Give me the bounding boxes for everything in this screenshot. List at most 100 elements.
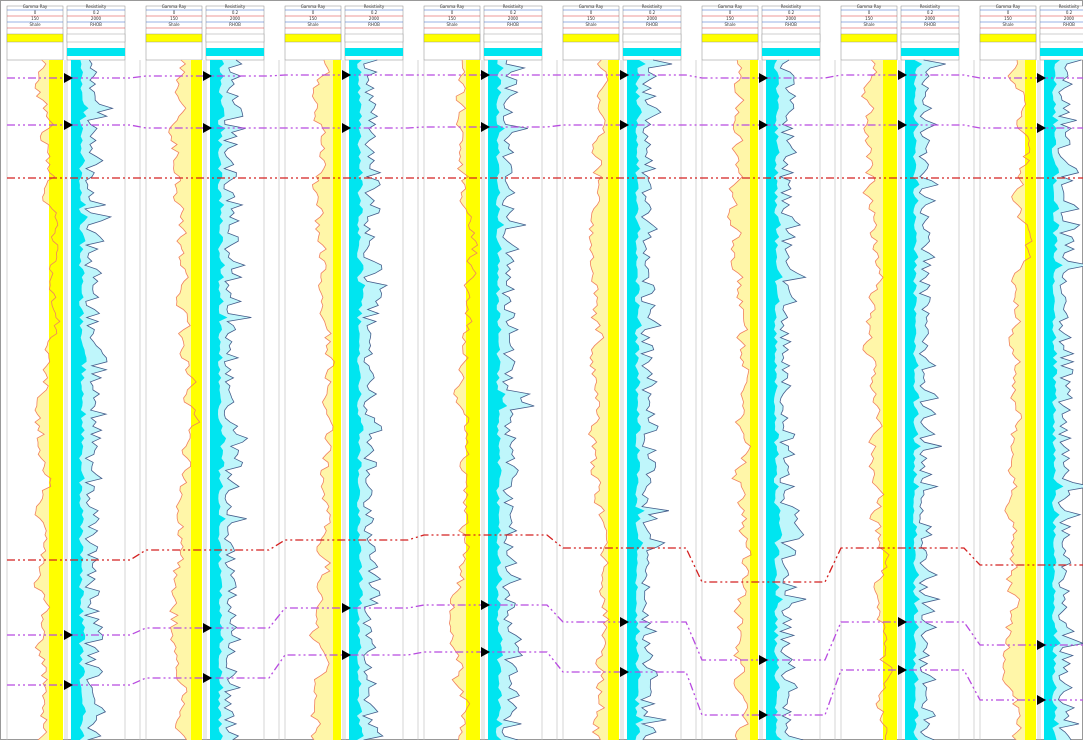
horizon-marker bbox=[203, 673, 212, 683]
horizon-marker bbox=[1037, 695, 1046, 705]
header-label: 0 bbox=[34, 10, 37, 15]
header-label: RHOB bbox=[507, 22, 519, 27]
header-swatch bbox=[145, 33, 203, 43]
header-label: 0 bbox=[173, 10, 176, 15]
header-swatch bbox=[623, 48, 681, 56]
header-label: 150 bbox=[865, 16, 873, 21]
horizon-marker bbox=[481, 122, 490, 132]
header-label: 0.2 bbox=[649, 10, 656, 15]
horizon-marker bbox=[620, 70, 629, 80]
res-fill-light bbox=[488, 60, 535, 740]
horizon-marker bbox=[203, 123, 212, 133]
res-fill bbox=[766, 60, 783, 740]
horizon-marker bbox=[481, 600, 490, 610]
header-label: Gamma Ray bbox=[440, 4, 465, 9]
res-curve bbox=[361, 59, 389, 740]
header-label: 2000 bbox=[925, 16, 936, 21]
header-label: 0 bbox=[312, 10, 315, 15]
track-header bbox=[284, 5, 342, 61]
header-swatch bbox=[701, 33, 759, 43]
header-label: 150 bbox=[170, 16, 178, 21]
gr-fill bbox=[191, 60, 202, 740]
header-label: Resistivity bbox=[364, 4, 385, 9]
header-swatch bbox=[484, 48, 542, 56]
gr-fill bbox=[750, 60, 758, 740]
header-label: RHOB bbox=[229, 22, 241, 27]
horizon-marker bbox=[342, 603, 351, 613]
header-label: 0 bbox=[729, 10, 732, 15]
header-swatch bbox=[840, 33, 898, 43]
header-swatch bbox=[901, 48, 959, 56]
header-swatch bbox=[483, 33, 543, 43]
res-curve bbox=[83, 59, 114, 740]
gr-curve bbox=[33, 59, 61, 740]
track-header bbox=[562, 5, 620, 61]
horizon-marker bbox=[620, 617, 629, 627]
header-swatch bbox=[1039, 33, 1083, 43]
track-header bbox=[423, 5, 481, 61]
header-swatch bbox=[761, 33, 821, 43]
gr-curve bbox=[860, 59, 893, 740]
horizon-marker bbox=[342, 123, 351, 133]
res-curve bbox=[639, 59, 673, 740]
track-header bbox=[979, 5, 1037, 61]
header-label: 2000 bbox=[230, 16, 241, 21]
header-label: RHOB bbox=[924, 22, 936, 27]
horizon-marker bbox=[1037, 73, 1046, 83]
track-header bbox=[145, 5, 203, 61]
horizon-marker bbox=[64, 120, 73, 130]
gr-curve bbox=[448, 59, 479, 740]
header-swatch bbox=[423, 33, 481, 43]
header-label: 150 bbox=[587, 16, 595, 21]
header-label: 0 bbox=[868, 10, 871, 15]
header-swatch bbox=[6, 33, 64, 43]
header-label: Resistivity bbox=[1059, 4, 1080, 9]
horizon-marker bbox=[203, 71, 212, 81]
horizon-marker bbox=[342, 650, 351, 660]
header-label: RHOB bbox=[646, 22, 658, 27]
header-label: 0 bbox=[1007, 10, 1010, 15]
header-label: 150 bbox=[309, 16, 317, 21]
header-label: Shale bbox=[29, 22, 41, 27]
gr-fill bbox=[608, 60, 619, 740]
gr-curve bbox=[168, 59, 201, 740]
res-fill bbox=[349, 60, 366, 740]
header-label: RHOB bbox=[90, 22, 102, 27]
header-label: Gamma Ray bbox=[996, 4, 1021, 9]
header-label: 0.2 bbox=[93, 10, 100, 15]
gr-curve bbox=[1002, 59, 1033, 740]
horizon-line bbox=[7, 534, 1083, 583]
header-label: Resistivity bbox=[225, 4, 246, 9]
gr-fill bbox=[883, 60, 897, 740]
horizon-marker bbox=[620, 667, 629, 677]
header-label: Gamma Ray bbox=[579, 4, 604, 9]
header-swatch bbox=[762, 48, 820, 56]
res-curve bbox=[918, 59, 946, 740]
horizon-marker bbox=[342, 70, 351, 80]
horizon-marker bbox=[759, 655, 768, 665]
header-swatch bbox=[979, 33, 1037, 43]
header-label: RHOB bbox=[368, 22, 380, 27]
header-label: Shale bbox=[1002, 22, 1014, 27]
res-fill bbox=[1044, 60, 1064, 740]
header-swatch bbox=[345, 48, 403, 56]
res-fill bbox=[488, 60, 508, 740]
horizon-marker bbox=[1037, 123, 1046, 133]
gr-fill bbox=[466, 60, 480, 740]
horizon-marker bbox=[759, 710, 768, 720]
header-label: Resistivity bbox=[503, 4, 524, 9]
header-swatch bbox=[205, 33, 265, 43]
header-label: Shale bbox=[585, 22, 597, 27]
horizon-marker bbox=[620, 120, 629, 130]
header-label: Gamma Ray bbox=[718, 4, 743, 9]
header-swatch bbox=[562, 33, 620, 43]
horizon-marker bbox=[64, 630, 73, 640]
res-fill bbox=[71, 60, 89, 740]
header-label: 2000 bbox=[91, 16, 102, 21]
res-curve bbox=[501, 59, 535, 740]
header-label: Resistivity bbox=[920, 4, 941, 9]
header-label: Shale bbox=[307, 22, 319, 27]
horizon-marker bbox=[898, 70, 907, 80]
header-label: RHOB bbox=[1063, 22, 1075, 27]
